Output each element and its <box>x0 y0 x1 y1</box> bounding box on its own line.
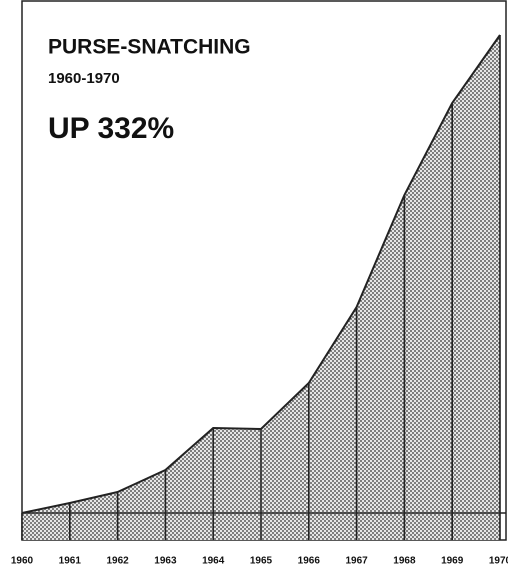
x-tick-label: 1969 <box>441 556 464 567</box>
chart-title: PURSE-SNATCHING <box>48 36 251 59</box>
area <box>22 35 500 540</box>
x-tick-label: 1961 <box>59 556 82 567</box>
x-tick-label: 1970 <box>489 556 508 567</box>
x-tick-label: 1962 <box>106 556 129 567</box>
annotation: UP 332% <box>48 112 174 145</box>
x-tick-label: 1968 <box>393 556 416 567</box>
x-tick-label: 1963 <box>154 556 177 567</box>
x-tick-label: 1967 <box>345 556 368 567</box>
x-tick-label: 1965 <box>250 556 273 567</box>
x-tick-label: 1966 <box>298 556 321 567</box>
chart-subtitle: 1960-1970 <box>48 70 120 87</box>
plot <box>21 34 501 540</box>
x-tick-label: 1960 <box>11 556 34 567</box>
x-tick-label: 1964 <box>202 556 225 567</box>
